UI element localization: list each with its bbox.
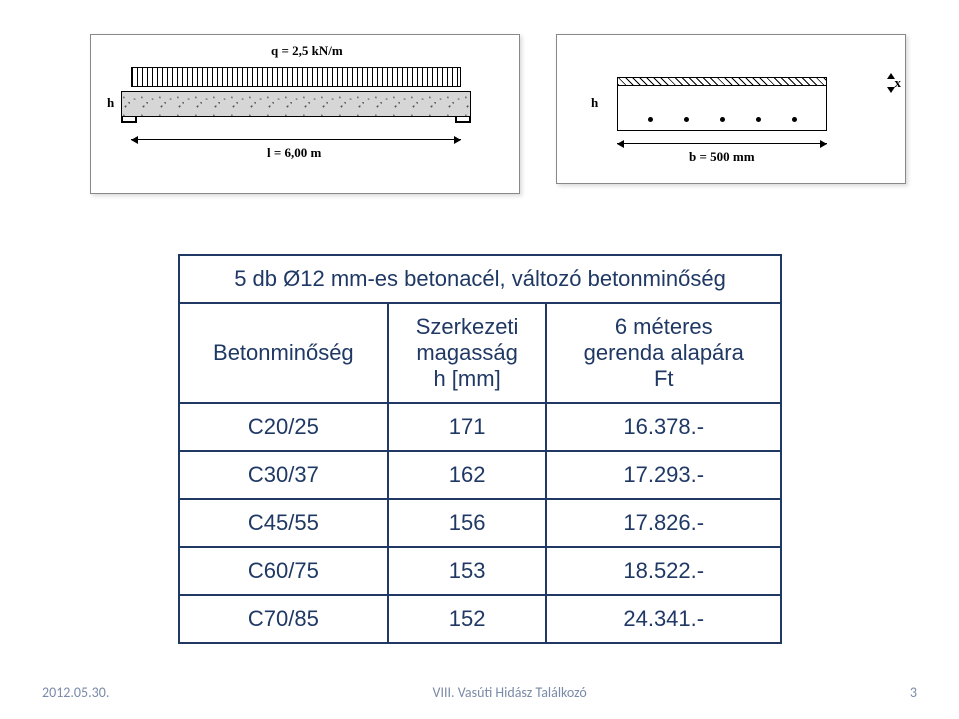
slide-footer: 2012.05.30. VIII. Vasúti Hidász Találkoz… <box>0 684 959 701</box>
cell-h: 156 <box>388 499 547 547</box>
header-height: Szerkezeti magasság h [mm] <box>388 303 547 403</box>
b-dimension-line <box>617 143 827 144</box>
cell-grade: C45/55 <box>179 499 388 547</box>
cell-price: 17.293.- <box>546 451 781 499</box>
q-load-label: q = 2,5 kN/m <box>271 43 343 59</box>
table-row: C45/55 156 17.826.- <box>179 499 781 547</box>
top-compression-hatch <box>618 78 826 86</box>
beam-elevation-figure: q = 2,5 kN/m h l = 6,00 m <box>90 34 520 194</box>
h-label-right: h <box>591 95 598 111</box>
header-height-l3: h [mm] <box>433 366 500 391</box>
header-height-l2: magasság <box>416 340 518 365</box>
header-price-l1: 6 méteres <box>615 314 713 339</box>
concrete-beam <box>121 91 471 117</box>
span-label: l = 6,00 m <box>267 145 321 161</box>
table-header-row: Betonminőség Szerkezeti magasság h [mm] … <box>179 303 781 403</box>
table-row: C20/25 171 16.378.- <box>179 403 781 451</box>
data-table-wrap: 5 db Ø12 mm-es betonacél, változó betonm… <box>178 254 782 644</box>
cell-h: 171 <box>388 403 547 451</box>
cross-section-rect <box>617 77 827 131</box>
footer-event: VIII. Vasúti Hidász Találkozó <box>433 684 587 701</box>
data-table: 5 db Ø12 mm-es betonacél, változó betonm… <box>178 254 782 644</box>
footer-page: 3 <box>910 684 917 701</box>
header-height-l1: Szerkezeti <box>416 314 519 339</box>
cell-grade: C20/25 <box>179 403 388 451</box>
cell-grade: C70/85 <box>179 595 388 643</box>
cell-h: 153 <box>388 547 547 595</box>
footer-date: 2012.05.30. <box>42 684 109 701</box>
cell-grade: C60/75 <box>179 547 388 595</box>
span-dimension-line <box>131 139 461 140</box>
support-left <box>121 117 137 123</box>
table-row: C60/75 153 18.522.- <box>179 547 781 595</box>
cell-price: 16.378.- <box>546 403 781 451</box>
table-row: C70/85 152 24.341.- <box>179 595 781 643</box>
header-grade: Betonminőség <box>179 303 388 403</box>
header-price-l2: gerenda alapára <box>584 340 744 365</box>
table-row: C30/37 162 17.293.- <box>179 451 781 499</box>
h-label-left: h <box>107 95 114 111</box>
table-title-row: 5 db Ø12 mm-es betonacél, változó betonm… <box>179 255 781 303</box>
header-price-l3: Ft <box>654 366 674 391</box>
cell-grade: C30/37 <box>179 451 388 499</box>
cell-price: 17.826.- <box>546 499 781 547</box>
header-price: 6 méteres gerenda alapára Ft <box>546 303 781 403</box>
cell-h: 152 <box>388 595 547 643</box>
rebar-dots <box>618 117 826 122</box>
beam-cross-section-figure: h x b = 500 mm <box>556 34 906 184</box>
slide: q = 2,5 kN/m h l = 6,00 m h x b = 500 mm <box>0 0 959 719</box>
support-right <box>455 117 471 123</box>
cell-price: 24.341.- <box>546 595 781 643</box>
b-label: b = 500 mm <box>689 149 755 165</box>
figures-row: q = 2,5 kN/m h l = 6,00 m h x b = 500 mm <box>90 34 950 194</box>
load-strip <box>131 67 461 87</box>
x-label: x <box>895 75 902 91</box>
cell-h: 162 <box>388 451 547 499</box>
table-title: 5 db Ø12 mm-es betonacél, változó betonm… <box>179 255 781 303</box>
cell-price: 18.522.- <box>546 547 781 595</box>
